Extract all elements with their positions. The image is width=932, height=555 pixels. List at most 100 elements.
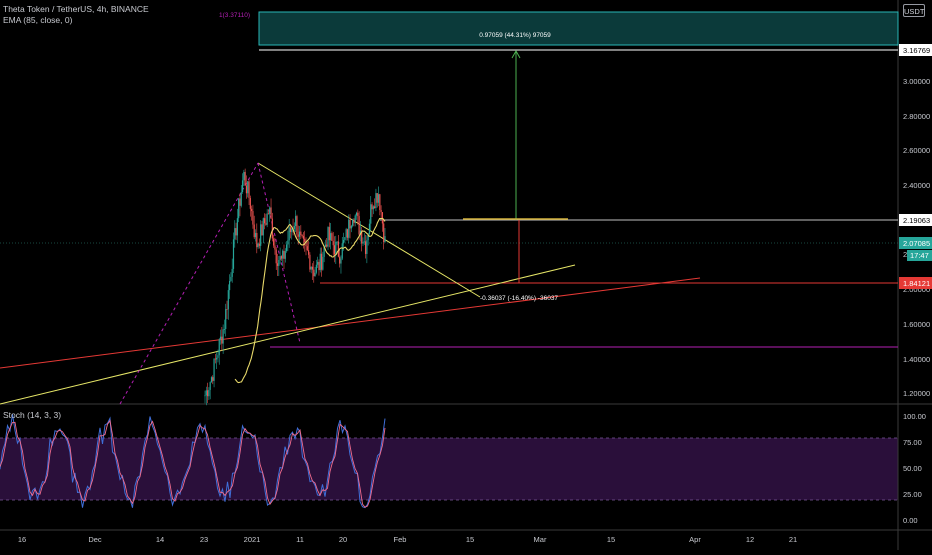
resistance-price-tag — [899, 214, 932, 226]
candle-timer-label: 17:47 — [910, 251, 929, 260]
candle-body — [317, 261, 319, 265]
candle-body — [206, 390, 209, 397]
candle-body — [226, 309, 228, 310]
candle-body — [374, 206, 376, 209]
candle-body — [223, 329, 226, 330]
candle-body — [265, 223, 267, 225]
candle-body — [381, 212, 384, 224]
ema-line — [234, 218, 386, 384]
candle-body — [305, 241, 307, 247]
candle-body — [221, 336, 223, 344]
candle-body — [289, 227, 292, 233]
stoch-k-line — [0, 414, 386, 509]
stoch-tick: 25.00 — [903, 490, 922, 499]
candle-body — [262, 218, 264, 236]
chart-title[interactable]: Theta Token / TetherUS, 4h, BINANCE — [3, 4, 149, 14]
price-tick: 1.60000 — [903, 320, 930, 329]
top-marker-label: 1(3.37110) — [219, 12, 250, 19]
time-tick: 11 — [296, 535, 304, 544]
candlestick-series — [204, 168, 386, 406]
candle-body — [371, 204, 373, 210]
yellow-support-trendline[interactable] — [0, 264, 576, 405]
price-tick-partial: 2. — [903, 250, 909, 259]
resistance-price-tag-label: 2.19063 — [903, 216, 930, 225]
candle-body — [323, 246, 325, 257]
candle-body — [315, 264, 317, 273]
candle-body — [219, 336, 222, 340]
candle-body — [241, 180, 244, 193]
candle-body — [370, 204, 372, 224]
time-tick: Apr — [689, 535, 701, 544]
candle-body — [244, 171, 246, 186]
candle-body — [260, 224, 262, 246]
candle-body — [376, 193, 378, 203]
candle-body — [243, 171, 245, 181]
price-tick: 1.20000 — [903, 389, 930, 398]
candle-body — [288, 227, 290, 241]
candle-body — [240, 192, 242, 206]
price-tick: 2.40000 — [903, 181, 930, 190]
stoch-tick: 0.00 — [903, 516, 918, 525]
price-tick: 2.00000 — [903, 285, 930, 294]
candle-body — [341, 243, 343, 259]
candle-body — [235, 228, 237, 236]
candle-body — [245, 185, 248, 194]
stoch-tick: 100.00 — [903, 412, 926, 421]
price-tick: 3.00000 — [903, 77, 930, 86]
candle-body — [349, 219, 351, 229]
target-price-tag — [899, 44, 932, 56]
candle-body — [301, 235, 303, 237]
candle-body — [258, 243, 260, 246]
stoch-tick: 75.00 — [903, 438, 922, 447]
candle-body — [282, 250, 284, 259]
candle-body — [362, 242, 364, 244]
candle-body — [366, 240, 368, 254]
candle-body — [322, 256, 324, 270]
time-tick: 2021 — [244, 535, 261, 544]
candle-body — [213, 358, 215, 381]
candle-body — [314, 272, 316, 277]
candle-body — [354, 215, 356, 223]
candle-body — [249, 198, 251, 209]
candle-body — [306, 246, 308, 251]
candle-body — [375, 193, 377, 209]
candle-body — [311, 266, 314, 270]
red-trendline[interactable] — [0, 277, 701, 369]
candle-body — [208, 389, 210, 397]
candle-body — [248, 181, 250, 199]
candle-body — [227, 290, 229, 310]
candle-body — [379, 194, 381, 210]
stoch-legend[interactable]: Stoch (14, 3, 3) — [3, 410, 62, 420]
candle-body — [326, 244, 328, 247]
candle-body — [236, 218, 238, 236]
time-tick: Mar — [534, 535, 547, 544]
candle-body — [275, 249, 277, 264]
ema-legend[interactable]: EMA (85, close, 0) — [3, 15, 73, 25]
candle-body — [205, 390, 207, 396]
price-tick: 2.80000 — [903, 112, 930, 121]
candle-body — [266, 213, 268, 225]
candle-body — [377, 194, 380, 203]
candle-body — [217, 355, 219, 358]
magenta-retrace-line — [257, 162, 301, 344]
target-measure-label: 0.97059 (44.31%) 97059 — [479, 32, 551, 39]
candle-body — [348, 219, 350, 238]
candle-body — [331, 233, 333, 241]
target-price-tag-label: 3.16769 — [903, 46, 930, 55]
time-tick: 23 — [200, 535, 208, 544]
time-tick: 14 — [156, 535, 164, 544]
candle-body — [339, 256, 341, 264]
candle-body — [342, 239, 345, 244]
candle-body — [239, 198, 241, 206]
candle-body — [318, 261, 320, 271]
candle-body — [384, 236, 386, 243]
candle-body — [355, 212, 358, 216]
candle-body — [295, 216, 297, 226]
candle-body — [380, 209, 382, 213]
candle-body — [218, 339, 220, 356]
candle-body — [274, 245, 276, 250]
currency-button[interactable]: USDT — [903, 4, 925, 17]
target-box[interactable] — [258, 11, 899, 46]
